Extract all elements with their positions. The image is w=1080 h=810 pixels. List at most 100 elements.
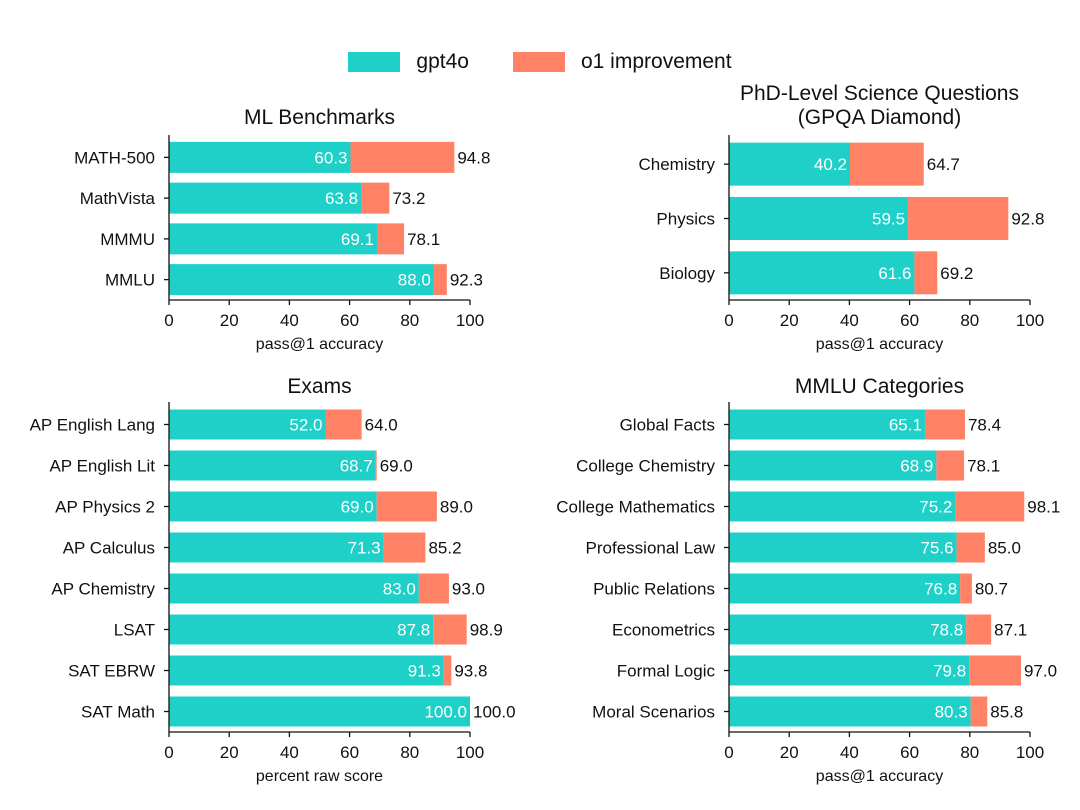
exams-bar-o1-improvement-lsat bbox=[433, 614, 467, 645]
ml-benchmarks-bar-gpt4o-math-500 bbox=[169, 141, 351, 173]
ml-benchmarks-category-label-mmlu: MMLU bbox=[105, 271, 155, 290]
gpqa-value-gpt4o-chemistry: 40.2 bbox=[814, 155, 847, 174]
ml-benchmarks-chart: ML Benchmarks MATH-500 60.3 94.8 MathVista 63… bbox=[74, 106, 490, 353]
ml-benchmarks-value-gpt4o-math-500: 60.3 bbox=[314, 148, 347, 167]
ml-benchmarks-x-axis-label: pass@1 accuracy bbox=[256, 336, 383, 353]
mmlu-categories-bar-gpt4o-formal-logic bbox=[729, 655, 970, 686]
exams-x-tick-label-0: 0 bbox=[164, 743, 173, 762]
mmlu-categories-category-label-formal-logic: Formal Logic bbox=[617, 662, 716, 681]
mmlu-categories-value-o1-college-mathematics: 98.1 bbox=[1027, 498, 1060, 517]
ml-benchmarks-bar-gpt4o-mmmu bbox=[169, 223, 377, 255]
mmlu-categories-value-o1-global-facts: 78.4 bbox=[968, 416, 1001, 435]
mmlu-categories-bar-o1-improvement-public-relations bbox=[960, 573, 972, 604]
ml-benchmarks-value-o1-math-500: 94.8 bbox=[457, 148, 490, 167]
ml-benchmarks-bar-gpt4o-mmlu bbox=[169, 264, 434, 296]
exams-bar-o1-improvement-ap-chemistry bbox=[418, 573, 449, 604]
mmlu-categories-bar-gpt4o-public-relations bbox=[729, 573, 961, 604]
gpqa-title-line-2: (GPQA Diamond) bbox=[798, 106, 961, 129]
mmlu-categories-category-label-professional-law: Professional Law bbox=[586, 539, 716, 558]
chart-legend: gpt4o o1 improvement bbox=[0, 48, 1080, 76]
exams-chart: Exams AP English Lang 52.0 64.0 AP English L… bbox=[30, 375, 516, 785]
mmlu-categories-chart: MMLU Categories Global Facts 65.1 78.4 Colle… bbox=[556, 375, 1060, 785]
mmlu-categories-value-o1-formal-logic: 97.0 bbox=[1024, 662, 1057, 681]
exams-value-o1-sat-ebrw: 93.8 bbox=[454, 662, 487, 681]
gpqa-bar-gpt4o-chemistry bbox=[729, 142, 851, 186]
exams-category-label-ap-english-lang: AP English Lang bbox=[30, 416, 155, 435]
ml-benchmarks-x-tick-label-40: 40 bbox=[280, 311, 299, 330]
mmlu-categories-category-label-global-facts: Global Facts bbox=[620, 416, 715, 435]
exams-bar-gpt4o-ap-english-lit bbox=[169, 450, 376, 481]
exams-bar-gpt4o-ap-english-lang bbox=[169, 409, 326, 440]
gpqa-value-gpt4o-biology: 61.6 bbox=[878, 264, 911, 283]
exams-x-tick-label-60: 60 bbox=[340, 743, 359, 762]
exams-bar-gpt4o-ap-chemistry bbox=[169, 573, 419, 604]
exams-value-gpt4o-sat-ebrw: 91.3 bbox=[408, 662, 441, 681]
mmlu-categories-category-label-public-relations: Public Relations bbox=[593, 580, 715, 599]
mmlu-categories-title: MMLU Categories bbox=[795, 375, 964, 398]
mmlu-categories-value-gpt4o-econometrics: 78.8 bbox=[930, 621, 963, 640]
mmlu-categories-x-axis-label: pass@1 accuracy bbox=[816, 768, 943, 785]
exams-x-axis-label: percent raw score bbox=[256, 768, 383, 785]
gpqa-value-o1-chemistry: 64.7 bbox=[927, 155, 960, 174]
mmlu-categories-x-tick-label-0: 0 bbox=[724, 743, 733, 762]
exams-title: Exams bbox=[287, 375, 351, 398]
exams-x-tick-label-20: 20 bbox=[220, 743, 239, 762]
exams-x-tick-label-100: 100 bbox=[456, 743, 484, 762]
ml-benchmarks-bar-o1-improvement-math-500 bbox=[350, 141, 455, 173]
ml-benchmarks-value-gpt4o-mmlu: 88.0 bbox=[398, 271, 431, 290]
mmlu-categories-x-tick-label-20: 20 bbox=[780, 743, 799, 762]
mmlu-categories-value-gpt4o-moral-scenarios: 80.3 bbox=[935, 703, 968, 722]
mmlu-categories-category-label-econometrics: Econometrics bbox=[612, 621, 715, 640]
mmlu-categories-value-gpt4o-college-chemistry: 68.9 bbox=[900, 457, 933, 476]
mmlu-categories-bar-o1-improvement-professional-law bbox=[956, 532, 985, 563]
gpqa-x-tick-label-80: 80 bbox=[960, 311, 979, 330]
mmlu-categories-value-o1-moral-scenarios: 85.8 bbox=[990, 703, 1023, 722]
legend-swatch-o1-improvement bbox=[512, 52, 565, 72]
gpqa-bar-o1-improvement-biology bbox=[914, 251, 938, 295]
exams-value-o1-ap-chemistry: 93.0 bbox=[452, 580, 485, 599]
exams-bar-o1-improvement-ap-calculus bbox=[383, 532, 426, 563]
exams-value-gpt4o-ap-calculus: 71.3 bbox=[348, 539, 381, 558]
legend-swatch-gpt4o bbox=[348, 52, 401, 72]
ml-benchmarks-x-tick-label-0: 0 bbox=[164, 311, 173, 330]
mmlu-categories-category-label-college-chemistry: College Chemistry bbox=[576, 457, 715, 476]
ml-benchmarks-value-o1-mmlu: 92.3 bbox=[450, 271, 483, 290]
gpqa-bar-gpt4o-physics bbox=[729, 197, 909, 240]
exams-bar-gpt4o-ap-physics-2 bbox=[169, 491, 377, 522]
gpqa-bar-gpt4o-biology bbox=[729, 251, 915, 295]
exams-category-label-ap-calculus: AP Calculus bbox=[63, 539, 155, 558]
mmlu-categories-value-gpt4o-professional-law: 75.6 bbox=[920, 539, 953, 558]
ml-benchmarks-x-tick-label-100: 100 bbox=[456, 311, 484, 330]
mmlu-categories-value-o1-professional-law: 85.0 bbox=[988, 539, 1021, 558]
exams-value-gpt4o-sat-math: 100.0 bbox=[424, 703, 467, 722]
gpqa-category-label-chemistry: Chemistry bbox=[638, 155, 715, 174]
mmlu-categories-category-label-moral-scenarios: Moral Scenarios bbox=[592, 703, 715, 722]
mmlu-categories-value-o1-econometrics: 87.1 bbox=[994, 621, 1027, 640]
exams-category-label-sat-math: SAT Math bbox=[81, 703, 155, 722]
exams-value-gpt4o-ap-english-lang: 52.0 bbox=[289, 416, 322, 435]
gpqa-bar-o1-improvement-physics bbox=[908, 197, 1009, 240]
gpqa-x-tick-label-0: 0 bbox=[724, 311, 733, 330]
mmlu-categories-bar-o1-improvement-econometrics bbox=[966, 614, 992, 645]
exams-value-gpt4o-ap-chemistry: 83.0 bbox=[383, 580, 416, 599]
ml-benchmarks-value-o1-mathvista: 73.2 bbox=[392, 189, 425, 208]
ml-benchmarks-x-tick-label-60: 60 bbox=[340, 311, 359, 330]
exams-bar-gpt4o-lsat bbox=[169, 614, 434, 645]
legend-label-o1-improvement: o1 improvement bbox=[580, 50, 732, 73]
ml-benchmarks-category-label-mmmu: MMMU bbox=[100, 230, 155, 249]
mmlu-categories-value-o1-public-relations: 80.7 bbox=[975, 580, 1008, 599]
legend-label-gpt4o: gpt4o bbox=[416, 50, 469, 73]
gpqa-category-label-physics: Physics bbox=[656, 210, 715, 229]
mmlu-categories-bar-o1-improvement-college-mathematics bbox=[955, 491, 1025, 522]
mmlu-categories-value-gpt4o-public-relations: 76.8 bbox=[924, 580, 957, 599]
exams-category-label-ap-chemistry: AP Chemistry bbox=[51, 580, 155, 599]
mmlu-categories-value-gpt4o-global-facts: 65.1 bbox=[889, 416, 922, 435]
mmlu-categories-x-tick-label-60: 60 bbox=[900, 743, 919, 762]
ml-benchmarks-bar-o1-improvement-mmlu bbox=[433, 264, 447, 296]
exams-value-gpt4o-ap-english-lit: 68.7 bbox=[340, 457, 373, 476]
mmlu-categories-bar-o1-improvement-global-facts bbox=[924, 409, 965, 440]
exams-value-o1-lsat: 98.9 bbox=[470, 621, 503, 640]
exams-bar-gpt4o-sat-ebrw bbox=[169, 655, 444, 686]
ml-benchmarks-x-tick-label-20: 20 bbox=[220, 311, 239, 330]
ml-benchmarks-value-gpt4o-mmmu: 69.1 bbox=[341, 230, 374, 249]
